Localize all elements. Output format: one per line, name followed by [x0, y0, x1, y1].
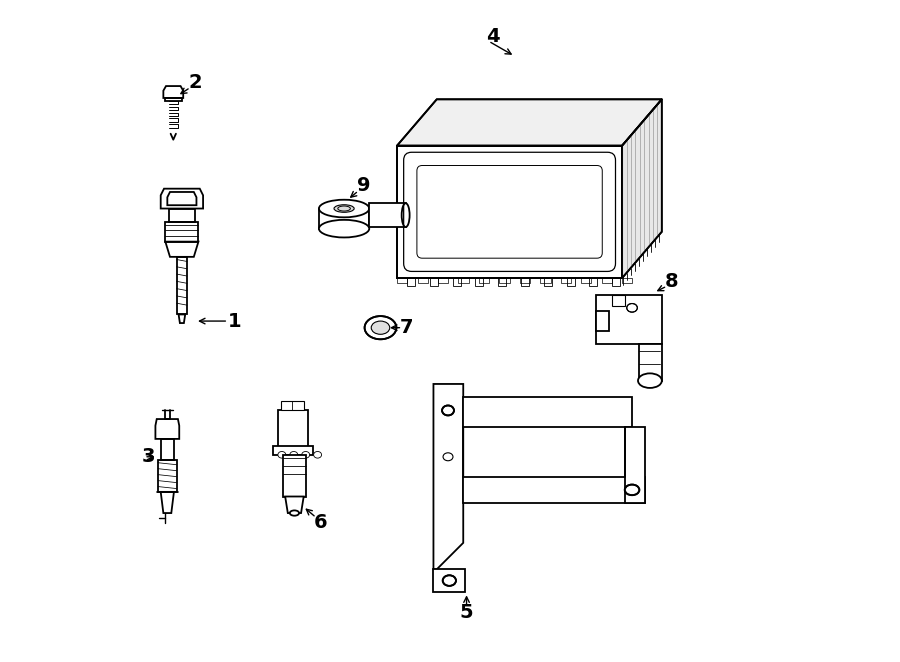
Polygon shape	[278, 410, 308, 447]
Polygon shape	[397, 99, 662, 146]
Ellipse shape	[302, 451, 310, 458]
Text: 5: 5	[460, 603, 473, 622]
Polygon shape	[639, 344, 662, 381]
Text: 9: 9	[357, 176, 371, 195]
Polygon shape	[397, 146, 622, 278]
Ellipse shape	[278, 451, 286, 458]
Ellipse shape	[319, 200, 369, 217]
Ellipse shape	[638, 373, 662, 388]
Polygon shape	[281, 401, 304, 410]
Text: 3: 3	[142, 448, 156, 466]
Ellipse shape	[319, 220, 369, 238]
Polygon shape	[626, 427, 645, 503]
Ellipse shape	[334, 205, 354, 213]
Polygon shape	[464, 397, 632, 427]
Polygon shape	[612, 295, 625, 306]
Text: 4: 4	[486, 27, 500, 46]
Text: 7: 7	[400, 318, 414, 337]
Polygon shape	[464, 477, 645, 503]
Ellipse shape	[626, 303, 637, 312]
Polygon shape	[369, 203, 406, 227]
Polygon shape	[434, 569, 465, 592]
Text: 1: 1	[228, 312, 242, 330]
Ellipse shape	[364, 316, 396, 340]
Polygon shape	[283, 455, 306, 496]
Polygon shape	[596, 311, 609, 331]
Polygon shape	[285, 496, 303, 513]
Ellipse shape	[443, 453, 453, 461]
Text: 6: 6	[314, 514, 328, 532]
Ellipse shape	[371, 321, 390, 334]
Polygon shape	[274, 446, 313, 455]
Ellipse shape	[313, 451, 321, 458]
Polygon shape	[622, 99, 662, 278]
Ellipse shape	[401, 203, 410, 227]
Text: 8: 8	[665, 272, 679, 291]
Polygon shape	[596, 295, 662, 344]
Ellipse shape	[625, 485, 639, 495]
Text: 2: 2	[188, 73, 202, 92]
Ellipse shape	[290, 451, 298, 458]
Ellipse shape	[290, 510, 299, 516]
Polygon shape	[434, 384, 464, 569]
Ellipse shape	[442, 405, 454, 416]
Ellipse shape	[443, 575, 456, 586]
